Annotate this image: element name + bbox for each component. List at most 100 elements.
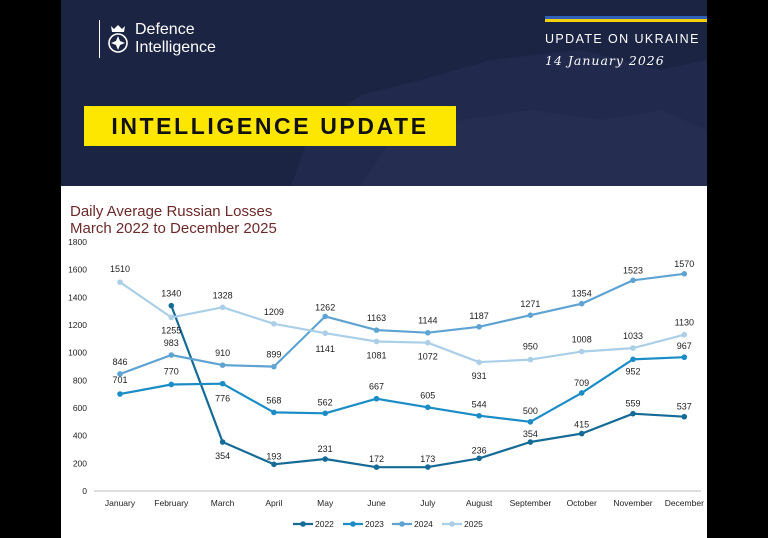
x-tick-label: April <box>265 498 282 508</box>
data-point-2024 <box>219 362 226 368</box>
data-point-2024 <box>117 371 123 377</box>
loss-chart: 0 200 400 600 800 1000 1200 1400 1600 1800 January… <box>68 237 704 529</box>
data-label-2024: 1354 <box>572 289 592 299</box>
y-tick-label: 1200 <box>68 320 87 330</box>
data-label-2022: 172 <box>369 454 384 464</box>
x-tick-label: November <box>613 498 652 508</box>
intelligence-update-banner: INTELLIGENCE UPDATE <box>84 106 456 146</box>
data-label-2023: 709 <box>574 378 589 388</box>
data-label-2023: 967 <box>677 341 692 351</box>
data-point-2025 <box>527 356 534 363</box>
data-point-2025 <box>219 304 226 311</box>
org-name-line1: Defence <box>135 21 195 38</box>
data-label-2025: 1008 <box>572 335 592 345</box>
data-point-2023 <box>630 356 636 363</box>
chart-title-line2: March 2022 to December 2025 <box>70 220 277 237</box>
data-label-2025: 1141 <box>316 344 335 354</box>
data-label-2024: 1570 <box>674 259 694 269</box>
data-label-2022: 537 <box>677 402 692 412</box>
data-point-2025 <box>681 331 688 338</box>
data-label-2022: 559 <box>625 399 640 409</box>
data-point-2023 <box>168 381 175 388</box>
data-label-2023: 562 <box>318 397 333 407</box>
legend-marker-2025 <box>449 521 455 527</box>
data-point-2024 <box>373 327 380 333</box>
data-point-2024 <box>322 313 329 320</box>
data-label-2024: 1163 <box>367 313 386 323</box>
y-tick-label: 1800 <box>68 237 87 247</box>
data-point-2022 <box>527 439 534 445</box>
data-label-2023: 776 <box>215 394 230 404</box>
y-tick-label: 1600 <box>68 265 87 275</box>
x-tick-label: July <box>420 498 436 508</box>
data-point-2023 <box>527 419 534 425</box>
x-tick-label: May <box>317 498 334 508</box>
data-label-2025: 1255 <box>161 325 181 335</box>
series-line-2025 <box>119 281 685 364</box>
data-label-2025: 1510 <box>110 264 130 274</box>
data-label-2024: 1271 <box>520 299 540 309</box>
data-point-2023 <box>681 354 688 361</box>
data-label-2024: 1144 <box>418 316 437 326</box>
data-label-2024: 910 <box>215 348 230 358</box>
defence-intelligence-logo: Defence Intelligence <box>99 20 216 58</box>
y-tick-label: 800 <box>73 375 87 385</box>
data-label-2023: 500 <box>523 406 538 416</box>
y-tick-label: 0 <box>82 486 87 496</box>
data-point-2022 <box>630 410 636 417</box>
data-label-2024: 846 <box>112 357 127 367</box>
data-label-2022: 354 <box>523 429 538 439</box>
data-point-2022 <box>322 456 329 462</box>
data-point-2022 <box>476 455 482 462</box>
y-tick-label: 600 <box>73 403 87 413</box>
data-label-2024: 1262 <box>315 302 335 312</box>
data-point-2022 <box>681 413 688 420</box>
x-tick-label: December <box>665 498 704 508</box>
legend-marker-2023 <box>350 521 356 527</box>
data-label-2024: 899 <box>266 350 281 360</box>
data-point-2024 <box>630 277 636 284</box>
data-point-2022 <box>168 302 175 309</box>
series-line-2024 <box>119 272 685 376</box>
banner-text: INTELLIGENCE UPDATE <box>111 112 429 139</box>
data-point-2023 <box>425 404 431 411</box>
data-label-2025: 931 <box>472 371 487 381</box>
data-label-2025: 1130 <box>675 318 694 328</box>
legend-marker-2022 <box>300 521 306 527</box>
data-label-2025: 1081 <box>366 350 386 360</box>
chart-title-line1: Daily Average Russian Losses <box>70 203 273 220</box>
data-point-2022 <box>578 430 585 437</box>
data-label-2023: 568 <box>266 395 281 405</box>
data-label-2023: 605 <box>420 390 435 400</box>
data-label-2025: 1328 <box>213 290 233 300</box>
data-point-2023 <box>271 409 277 416</box>
data-point-2025 <box>168 314 175 321</box>
data-point-2023 <box>219 380 226 387</box>
data-point-2023 <box>373 395 380 402</box>
logo-divider <box>99 20 100 58</box>
x-tick-label: June <box>367 498 386 508</box>
data-point-2025 <box>322 330 329 336</box>
data-label-2022: 1340 <box>161 289 181 299</box>
x-tick-label: September <box>510 498 552 508</box>
data-point-2023 <box>117 391 123 397</box>
data-point-2025 <box>578 348 585 355</box>
header: Defence Intelligence UPDATE ON UKRAINE 1… <box>61 0 707 186</box>
ukraine-flag-bar <box>545 16 707 22</box>
legend-label-2024: 2024 <box>414 519 433 529</box>
org-name-line2: Intelligence <box>135 39 216 56</box>
chart-title: Daily Average Russian Losses March 2022 … <box>70 203 277 237</box>
data-label-2025: 1033 <box>623 331 643 341</box>
y-tick-label: 200 <box>73 458 87 468</box>
data-label-2025: 1072 <box>418 352 438 362</box>
data-label-2024: 1187 <box>469 311 488 321</box>
data-label-2023: 701 <box>112 375 127 385</box>
data-point-2022 <box>425 464 431 470</box>
data-label-2023: 667 <box>369 382 384 392</box>
data-point-2024 <box>527 312 534 318</box>
data-point-2024 <box>578 300 585 307</box>
data-point-2023 <box>322 410 329 417</box>
data-point-2022 <box>271 461 277 468</box>
x-tick-label: October <box>567 498 597 508</box>
series-line-2023 <box>119 356 685 423</box>
